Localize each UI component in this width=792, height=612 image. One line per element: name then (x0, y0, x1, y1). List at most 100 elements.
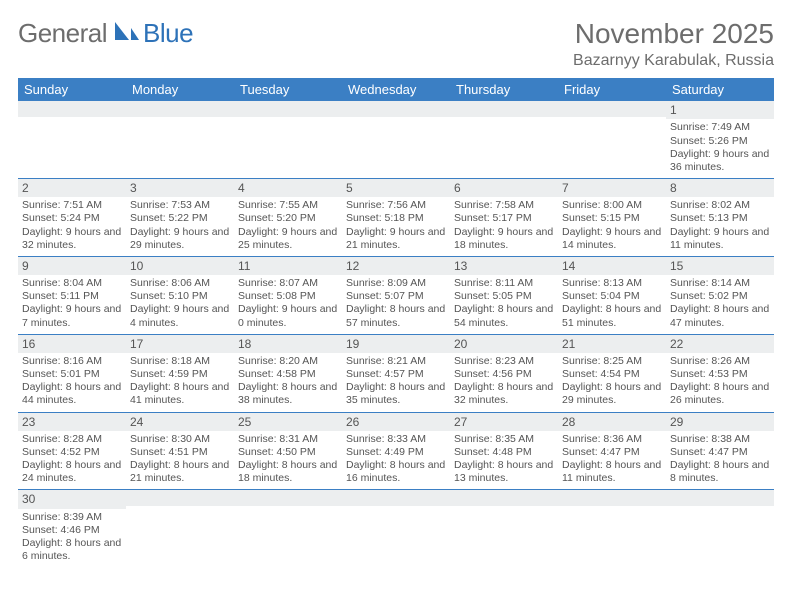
calendar-cell: 2Sunrise: 7:51 AMSunset: 5:24 PMDaylight… (18, 178, 126, 256)
day-number (18, 101, 126, 117)
calendar-cell: 25Sunrise: 8:31 AMSunset: 4:50 PMDayligh… (234, 412, 342, 490)
sunrise-text: Sunrise: 7:55 AM (238, 199, 338, 212)
daylight-text: Daylight: 8 hours and 8 minutes. (670, 459, 770, 485)
sunrise-text: Sunrise: 8:00 AM (562, 199, 662, 212)
calendar-cell: 8Sunrise: 8:02 AMSunset: 5:13 PMDaylight… (666, 178, 774, 256)
daylight-text: Daylight: 8 hours and 16 minutes. (346, 459, 446, 485)
calendar-cell: 4Sunrise: 7:55 AMSunset: 5:20 PMDaylight… (234, 178, 342, 256)
day-number: 16 (18, 335, 126, 353)
location-label: Bazarnyy Karabulak, Russia (573, 52, 774, 70)
day-data: Sunrise: 8:20 AMSunset: 4:58 PMDaylight:… (234, 353, 342, 412)
calendar-cell: 30Sunrise: 8:39 AMSunset: 4:46 PMDayligh… (18, 490, 126, 567)
sunrise-text: Sunrise: 7:53 AM (130, 199, 230, 212)
calendar-cell (450, 490, 558, 567)
daylight-text: Daylight: 9 hours and 36 minutes. (670, 148, 770, 174)
day-number: 5 (342, 179, 450, 197)
calendar-row: 1Sunrise: 7:49 AMSunset: 5:26 PMDaylight… (18, 101, 774, 178)
calendar-cell (666, 490, 774, 567)
calendar-cell: 12 Sunrise: 8:09 AMSunset: 5:07 PMDayligh… (342, 256, 450, 334)
calendar-cell (342, 101, 450, 178)
daylight-text: Daylight: 8 hours and 29 minutes. (562, 381, 662, 407)
sunset-text: Sunset: 4:47 PM (562, 446, 662, 459)
sunrise-text: Sunrise: 8:21 AM (346, 355, 446, 368)
sunrise-text: Sunrise: 8:26 AM (670, 355, 770, 368)
calendar-cell (558, 101, 666, 178)
day-number: 19 (342, 335, 450, 353)
sunrise-text: Sunrise: 8:02 AM (670, 199, 770, 212)
day-number: 12 (342, 257, 450, 275)
day-data: Sunrise: 8:18 AMSunset: 4:59 PMDaylight:… (126, 353, 234, 412)
sunrise-text: Sunrise: 8:14 AM (670, 277, 770, 290)
daylight-text: Daylight: 9 hours and 4 minutes. (130, 303, 230, 329)
calendar-cell: 10Sunrise: 8:06 AMSunset: 5:10 PMDayligh… (126, 256, 234, 334)
day-number (666, 490, 774, 506)
calendar-cell: 20Sunrise: 8:23 AMSunset: 4:56 PMDayligh… (450, 334, 558, 412)
day-number (450, 490, 558, 506)
sunset-text: Sunset: 4:48 PM (454, 446, 554, 459)
sunrise-text: Sunrise: 8:20 AM (238, 355, 338, 368)
calendar-cell: 11Sunrise: 8:07 AMSunset: 5:08 PMDayligh… (234, 256, 342, 334)
day-data: Sunrise: 8:14 AMSunset: 5:02 PMDaylight:… (666, 275, 774, 334)
sunset-text: Sunset: 5:04 PM (562, 290, 662, 303)
sail-icon (113, 20, 139, 47)
daylight-text: Daylight: 8 hours and 47 minutes. (670, 303, 770, 329)
calendar-cell: 27Sunrise: 8:35 AMSunset: 4:48 PMDayligh… (450, 412, 558, 490)
calendar-cell (126, 490, 234, 567)
sunrise-text: Sunrise: 8:31 AM (238, 433, 338, 446)
calendar-cell: 24Sunrise: 8:30 AMSunset: 4:51 PMDayligh… (126, 412, 234, 490)
daylight-text: Daylight: 8 hours and 18 minutes. (238, 459, 338, 485)
sunset-text: Sunset: 4:49 PM (346, 446, 446, 459)
daylight-text: Daylight: 9 hours and 0 minutes. (238, 303, 338, 329)
day-number (450, 101, 558, 117)
sunrise-text: Sunrise: 7:56 AM (346, 199, 446, 212)
daylight-text: Daylight: 8 hours and 26 minutes. (670, 381, 770, 407)
calendar-row: 30Sunrise: 8:39 AMSunset: 4:46 PMDayligh… (18, 490, 774, 567)
day-number: 9 (18, 257, 126, 275)
calendar-cell: 18Sunrise: 8:20 AMSunset: 4:58 PMDayligh… (234, 334, 342, 412)
daylight-text: Daylight: 8 hours and 32 minutes. (454, 381, 554, 407)
daylight-text: Daylight: 9 hours and 21 minutes. (346, 226, 446, 252)
sunrise-text: Sunrise: 8:35 AM (454, 433, 554, 446)
calendar-cell (18, 101, 126, 178)
calendar-cell: 14Sunrise: 8:13 AMSunset: 5:04 PMDayligh… (558, 256, 666, 334)
day-data: Sunrise: 8:06 AMSunset: 5:10 PMDaylight:… (126, 275, 234, 334)
sunrise-text: Sunrise: 8:23 AM (454, 355, 554, 368)
daylight-text: Daylight: 8 hours and 57 minutes. (346, 303, 446, 329)
sunset-text: Sunset: 5:07 PM (346, 290, 446, 303)
sunrise-text: Sunrise: 8:09 AM (346, 277, 446, 290)
calendar-row: 9Sunrise: 8:04 AMSunset: 5:11 PMDaylight… (18, 256, 774, 334)
daylight-text: Daylight: 8 hours and 24 minutes. (22, 459, 122, 485)
daylight-text: Daylight: 8 hours and 41 minutes. (130, 381, 230, 407)
day-number: 10 (126, 257, 234, 275)
day-data: Sunrise: 8:28 AMSunset: 4:52 PMDaylight:… (18, 431, 126, 490)
day-data: Sunrise: 8:30 AMSunset: 4:51 PMDaylight:… (126, 431, 234, 490)
page-root: General Blue November 2025 Bazarnyy Kara… (0, 0, 792, 567)
daylight-text: Daylight: 9 hours and 29 minutes. (130, 226, 230, 252)
calendar-row: 2Sunrise: 7:51 AMSunset: 5:24 PMDaylight… (18, 178, 774, 256)
sunset-text: Sunset: 5:22 PM (130, 212, 230, 225)
sunrise-text: Sunrise: 8:11 AM (454, 277, 554, 290)
day-data: Sunrise: 8:04 AMSunset: 5:11 PMDaylight:… (18, 275, 126, 334)
daylight-text: Daylight: 9 hours and 14 minutes. (562, 226, 662, 252)
calendar-cell: 13Sunrise: 8:11 AMSunset: 5:05 PMDayligh… (450, 256, 558, 334)
day-number (558, 101, 666, 117)
day-number: 14 (558, 257, 666, 275)
day-data: Sunrise: 7:51 AMSunset: 5:24 PMDaylight:… (18, 197, 126, 256)
day-number: 1 (666, 101, 774, 119)
weekday-header: Friday (558, 78, 666, 101)
day-data: Sunrise: 8:02 AMSunset: 5:13 PMDaylight:… (666, 197, 774, 256)
day-number: 13 (450, 257, 558, 275)
logo: General Blue (18, 18, 193, 49)
sunset-text: Sunset: 5:20 PM (238, 212, 338, 225)
calendar-cell (342, 490, 450, 567)
sunrise-text: Sunrise: 8:28 AM (22, 433, 122, 446)
sunset-text: Sunset: 5:17 PM (454, 212, 554, 225)
calendar-cell: 17Sunrise: 8:18 AMSunset: 4:59 PMDayligh… (126, 334, 234, 412)
day-data: Sunrise: 8:35 AMSunset: 4:48 PMDaylight:… (450, 431, 558, 490)
sunrise-text: Sunrise: 8:04 AM (22, 277, 122, 290)
day-data: Sunrise: 8:26 AMSunset: 4:53 PMDaylight:… (666, 353, 774, 412)
daylight-text: Daylight: 8 hours and 35 minutes. (346, 381, 446, 407)
day-data: Sunrise: 8:38 AMSunset: 4:47 PMDaylight:… (666, 431, 774, 490)
weekday-header: Monday (126, 78, 234, 101)
sunset-text: Sunset: 4:58 PM (238, 368, 338, 381)
